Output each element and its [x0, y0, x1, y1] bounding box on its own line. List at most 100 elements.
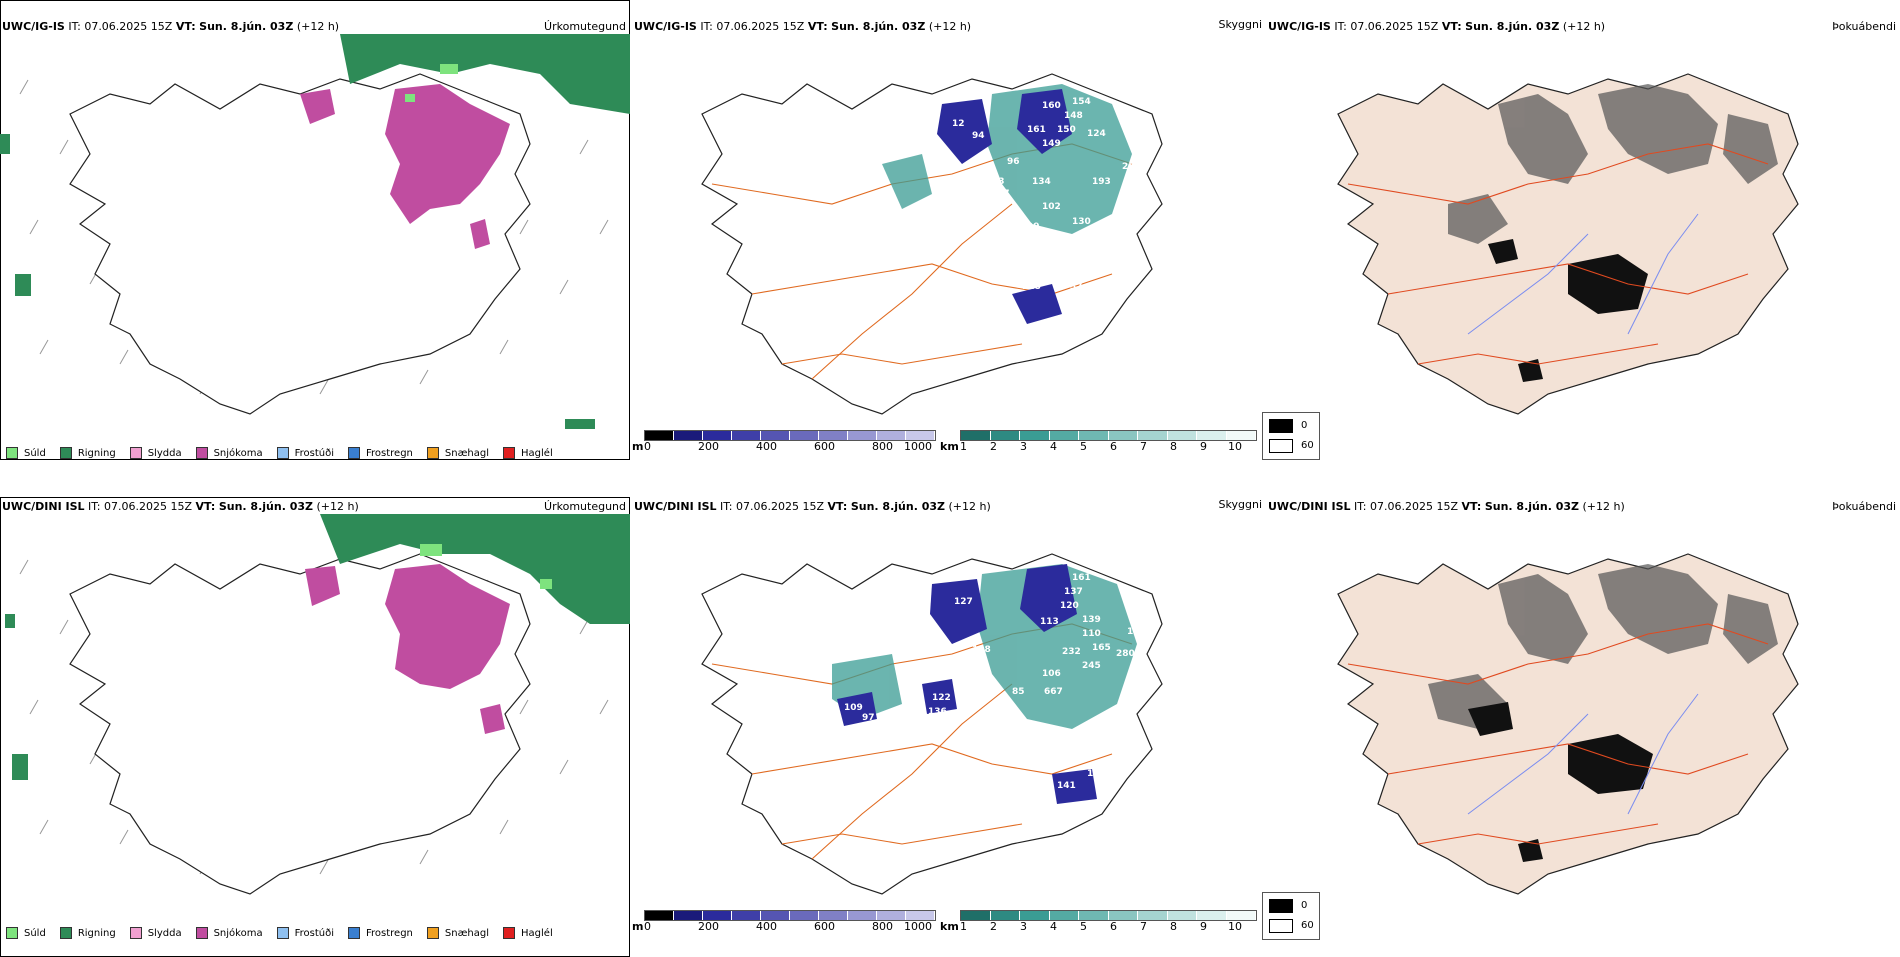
peak-label: 97	[862, 713, 875, 723]
lead-time: (+12 h)	[928, 20, 972, 33]
legend-swatch	[426, 447, 439, 459]
ceiling-tick: 400	[756, 920, 777, 933]
legend-label: Slydda	[147, 927, 182, 939]
peak-label: 139	[1082, 615, 1101, 625]
legend-swatch	[348, 447, 360, 459]
visibility-tick: 8	[1170, 440, 1177, 453]
visibility-tick: 9	[1200, 440, 1207, 453]
legend-item: Haglél	[503, 447, 553, 459]
legend-swatch	[129, 927, 142, 939]
panel-title: UWC/IG-IS IT: 07.06.2025 15Z VT: Sun. 8.…	[1268, 20, 1605, 33]
peak-label: 130	[1127, 627, 1146, 637]
peak-label: 124	[1087, 129, 1106, 139]
legend-swatch	[195, 927, 208, 939]
ceiling-tick: 0	[644, 920, 651, 933]
precip-map	[5, 514, 630, 895]
init-time: IT: 07.06.2025 15Z	[1354, 500, 1459, 513]
cloud-title: Skyggni	[1218, 18, 1262, 31]
peak-label: 165	[1092, 643, 1111, 653]
ceiling-scale: m 0 200 400 600 800 1000	[632, 430, 937, 456]
fog-title: Þokuábendi	[1832, 500, 1896, 513]
lead-time: (+12 h)	[316, 500, 359, 513]
panel-frame	[0, 0, 630, 460]
rain-areas	[0, 34, 630, 429]
legend-label: Frostregn	[366, 447, 413, 459]
valid-time: Sun. 8.jún. 03Z	[831, 20, 926, 33]
legend-item: Frostúði	[276, 447, 334, 459]
peak-label: 193	[962, 212, 981, 222]
rivers	[1467, 213, 1699, 335]
ceiling-colorbar	[644, 910, 936, 921]
init-time: IT: 07.06.2025 15Z	[700, 20, 805, 33]
peak-label: 161	[1027, 125, 1046, 135]
precip-legend: Súld Rigning Slydda Snjókoma Frostúði Fr…	[0, 440, 630, 466]
visibility-tick: 4	[1050, 440, 1057, 453]
lead-time: (+12 h)	[1582, 500, 1625, 513]
precip-type-panel: UWC/DINI ISL IT: 07.06.2025 15Z VT: Sun.…	[0, 480, 630, 957]
legend-item: Rigning	[59, 447, 116, 459]
legend-label: Súld	[24, 447, 46, 459]
visibility-tick: 4	[1050, 920, 1057, 933]
legend-label: Frostúði	[294, 447, 334, 459]
visibility-unit: km	[940, 920, 959, 933]
valid-label: VT:	[195, 500, 216, 513]
valid-label: VT:	[1461, 500, 1482, 513]
precip-map	[0, 34, 630, 429]
panel-title: UWC/DINI ISL IT: 07.06.2025 15Z VT: Sun.…	[634, 500, 991, 513]
ceiling-tick: 600	[814, 920, 835, 933]
legend-item: Frostregn	[348, 447, 413, 459]
peak-label: 123	[1112, 267, 1131, 277]
peak-label: 26	[1132, 217, 1145, 227]
low-cloud-areas	[937, 89, 1072, 324]
ceiling-tick: 1000	[904, 920, 932, 933]
valid-label: VT:	[1441, 20, 1462, 33]
legend-item: Haglél	[503, 927, 553, 939]
model-name: UWC/IG-IS	[1268, 20, 1331, 33]
panel-title: UWC/IG-IS IT: 07.06.2025 15Z VT: Sun. 8.…	[2, 20, 339, 33]
legend-label: Súld	[24, 927, 46, 939]
snow-areas	[305, 564, 510, 734]
peak-label: 193	[1092, 177, 1111, 187]
peak-label: 160	[1042, 101, 1061, 111]
visibility-tick: 2	[990, 440, 997, 453]
peak-label: 113	[1040, 617, 1059, 627]
legend-label: Rigning	[77, 447, 116, 459]
peak-labels: 161 137 120 139 110 165 232 245 130 280 …	[844, 573, 1146, 865]
valid-time: Sun. 8.jún. 03Z	[199, 20, 294, 33]
legend-label: Haglél	[521, 447, 553, 459]
cloud-key-top: 0	[1301, 900, 1308, 911]
legend-swatch	[59, 447, 72, 459]
legend-item: Slydda	[129, 447, 182, 459]
init-time: IT: 07.06.2025 15Z	[1334, 20, 1439, 33]
visibility-colorbar	[960, 910, 1257, 921]
legend-item: Slydda	[129, 927, 182, 939]
ceiling-unit: m	[632, 920, 644, 933]
cloud-key: 0 60	[1262, 892, 1320, 940]
legend-label: Rigning	[77, 927, 116, 939]
init-time: IT: 07.06.2025 15Z	[720, 500, 825, 513]
visibility-tick: 2	[990, 920, 997, 933]
peak-label: 157	[1087, 282, 1106, 292]
peak-label: 245	[1082, 661, 1101, 671]
peak-label: 149	[1042, 139, 1061, 149]
panel-title: UWC/DINI ISL IT: 07.06.2025 15Z VT: Sun.…	[1268, 500, 1625, 513]
ceiling-colorbar	[644, 430, 936, 441]
panel-title: UWC/IG-IS IT: 07.06.2025 15Z VT: Sun. 8.…	[634, 20, 971, 33]
precip-title: Úrkomutegund	[544, 20, 626, 33]
peak-label: 94	[972, 131, 985, 141]
visibility-tick: 5	[1080, 920, 1087, 933]
peak-label: 141	[1057, 781, 1076, 791]
visibility-tick: 7	[1140, 920, 1147, 933]
legend-swatch	[348, 927, 360, 939]
peak-label: 148	[1064, 111, 1083, 121]
peak-label: 158	[972, 645, 991, 655]
peak-label: 130	[932, 855, 951, 865]
low-cloud-areas	[837, 564, 1097, 804]
road-network	[1347, 623, 1769, 845]
valid-time: Sun. 8.jún. 03Z	[1465, 20, 1560, 33]
ceiling-unit: m	[632, 440, 644, 453]
legend-label: Snæhagl	[444, 447, 490, 459]
fog-indicator-panel: 0 60 UWC/IG-IS IT: 07.06.2025 15Z VT: Su…	[1262, 0, 1900, 470]
model-name: UWC/IG-IS	[634, 20, 697, 33]
peak-label: 96	[1007, 157, 1020, 167]
